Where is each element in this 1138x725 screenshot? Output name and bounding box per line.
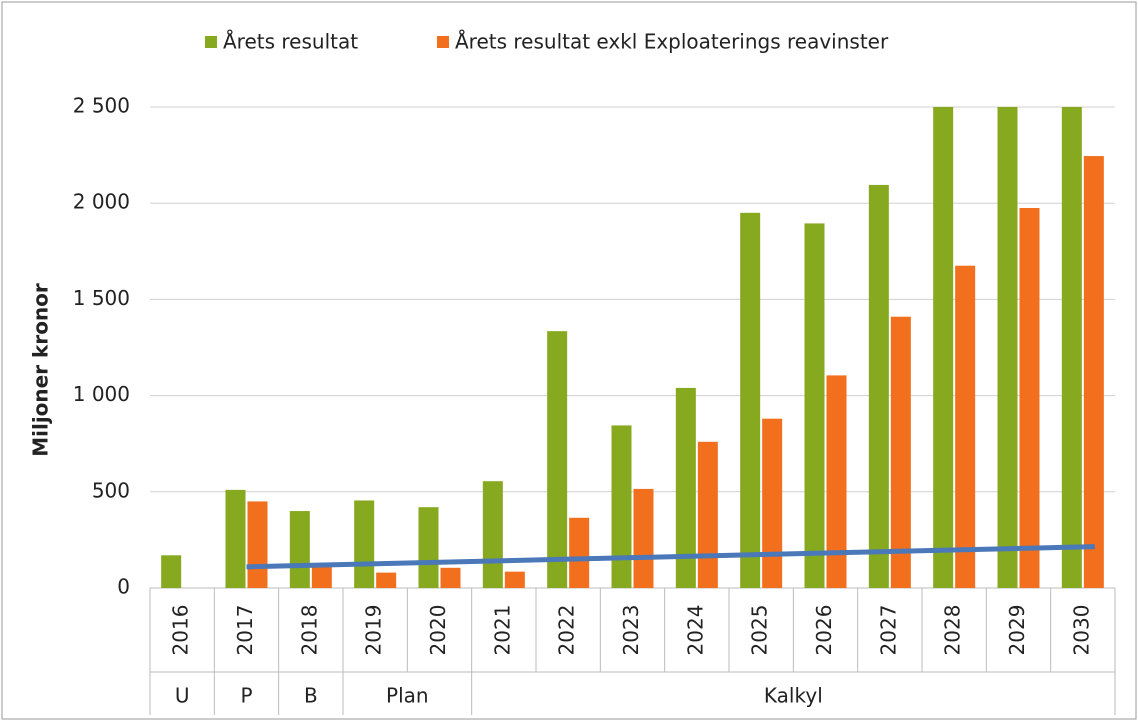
y-tick-label: 0 bbox=[117, 575, 130, 599]
x-tick-label: 2028 bbox=[941, 605, 965, 656]
legend-swatch bbox=[205, 36, 217, 48]
bar bbox=[997, 107, 1018, 588]
x-tick-label: 2016 bbox=[169, 605, 193, 656]
bar bbox=[804, 223, 825, 589]
bar bbox=[311, 566, 332, 588]
bar bbox=[161, 555, 182, 588]
group-label: Kalkyl bbox=[764, 684, 823, 708]
bar bbox=[1061, 107, 1082, 588]
bar bbox=[418, 507, 439, 588]
bar bbox=[1019, 208, 1040, 588]
bar bbox=[482, 481, 503, 588]
group-label: P bbox=[240, 684, 252, 708]
bar bbox=[955, 265, 976, 588]
x-tick-label: 2017 bbox=[233, 605, 257, 656]
bar bbox=[868, 184, 889, 588]
legend-label: Årets resultat exkl Exploaterings reavin… bbox=[455, 30, 889, 54]
trend-line bbox=[246, 544, 1095, 570]
legend-label: Årets resultat bbox=[223, 30, 358, 54]
bar bbox=[504, 571, 525, 588]
bar bbox=[376, 572, 397, 588]
x-tick-label: 2030 bbox=[1069, 605, 1093, 656]
bar bbox=[1083, 156, 1104, 588]
x-tick-label: 2024 bbox=[683, 605, 707, 656]
y-tick-label: 2 000 bbox=[73, 190, 130, 214]
group-label: B bbox=[304, 684, 318, 708]
y-tick-label: 2 500 bbox=[73, 94, 130, 118]
group-label: U bbox=[175, 684, 190, 708]
x-tick-label: 2023 bbox=[619, 605, 643, 656]
y-tick-label: 500 bbox=[92, 478, 130, 502]
x-tick-label: 2025 bbox=[748, 605, 772, 656]
x-tick-label: 2018 bbox=[297, 605, 321, 656]
x-tick-label: 2022 bbox=[555, 605, 579, 656]
bar bbox=[440, 567, 461, 588]
y-axis-label: Miljoner kronor bbox=[29, 283, 53, 457]
legend-swatch bbox=[437, 36, 449, 48]
group-label: Plan bbox=[386, 684, 429, 708]
bar bbox=[611, 425, 632, 588]
bar bbox=[569, 517, 590, 588]
bar bbox=[289, 511, 310, 588]
bar bbox=[633, 488, 654, 588]
y-tick-label: 1 500 bbox=[73, 286, 130, 310]
x-tick-label: 2019 bbox=[362, 605, 386, 656]
bar bbox=[697, 441, 718, 588]
y-tick-label: 1 000 bbox=[73, 382, 130, 406]
bar bbox=[354, 500, 375, 588]
bar bbox=[826, 375, 847, 588]
x-tick-label: 2029 bbox=[1005, 605, 1029, 656]
bar bbox=[675, 387, 696, 588]
x-tick-label: 2021 bbox=[490, 605, 514, 656]
x-tick-label: 2020 bbox=[426, 605, 450, 656]
bar bbox=[247, 501, 268, 588]
bar bbox=[225, 489, 246, 588]
bar bbox=[890, 316, 911, 588]
bar bbox=[740, 212, 761, 588]
bar bbox=[547, 331, 568, 588]
bar bbox=[762, 418, 783, 588]
x-tick-label: 2027 bbox=[876, 605, 900, 656]
bar bbox=[933, 107, 954, 588]
x-tick-label: 2026 bbox=[812, 605, 836, 656]
